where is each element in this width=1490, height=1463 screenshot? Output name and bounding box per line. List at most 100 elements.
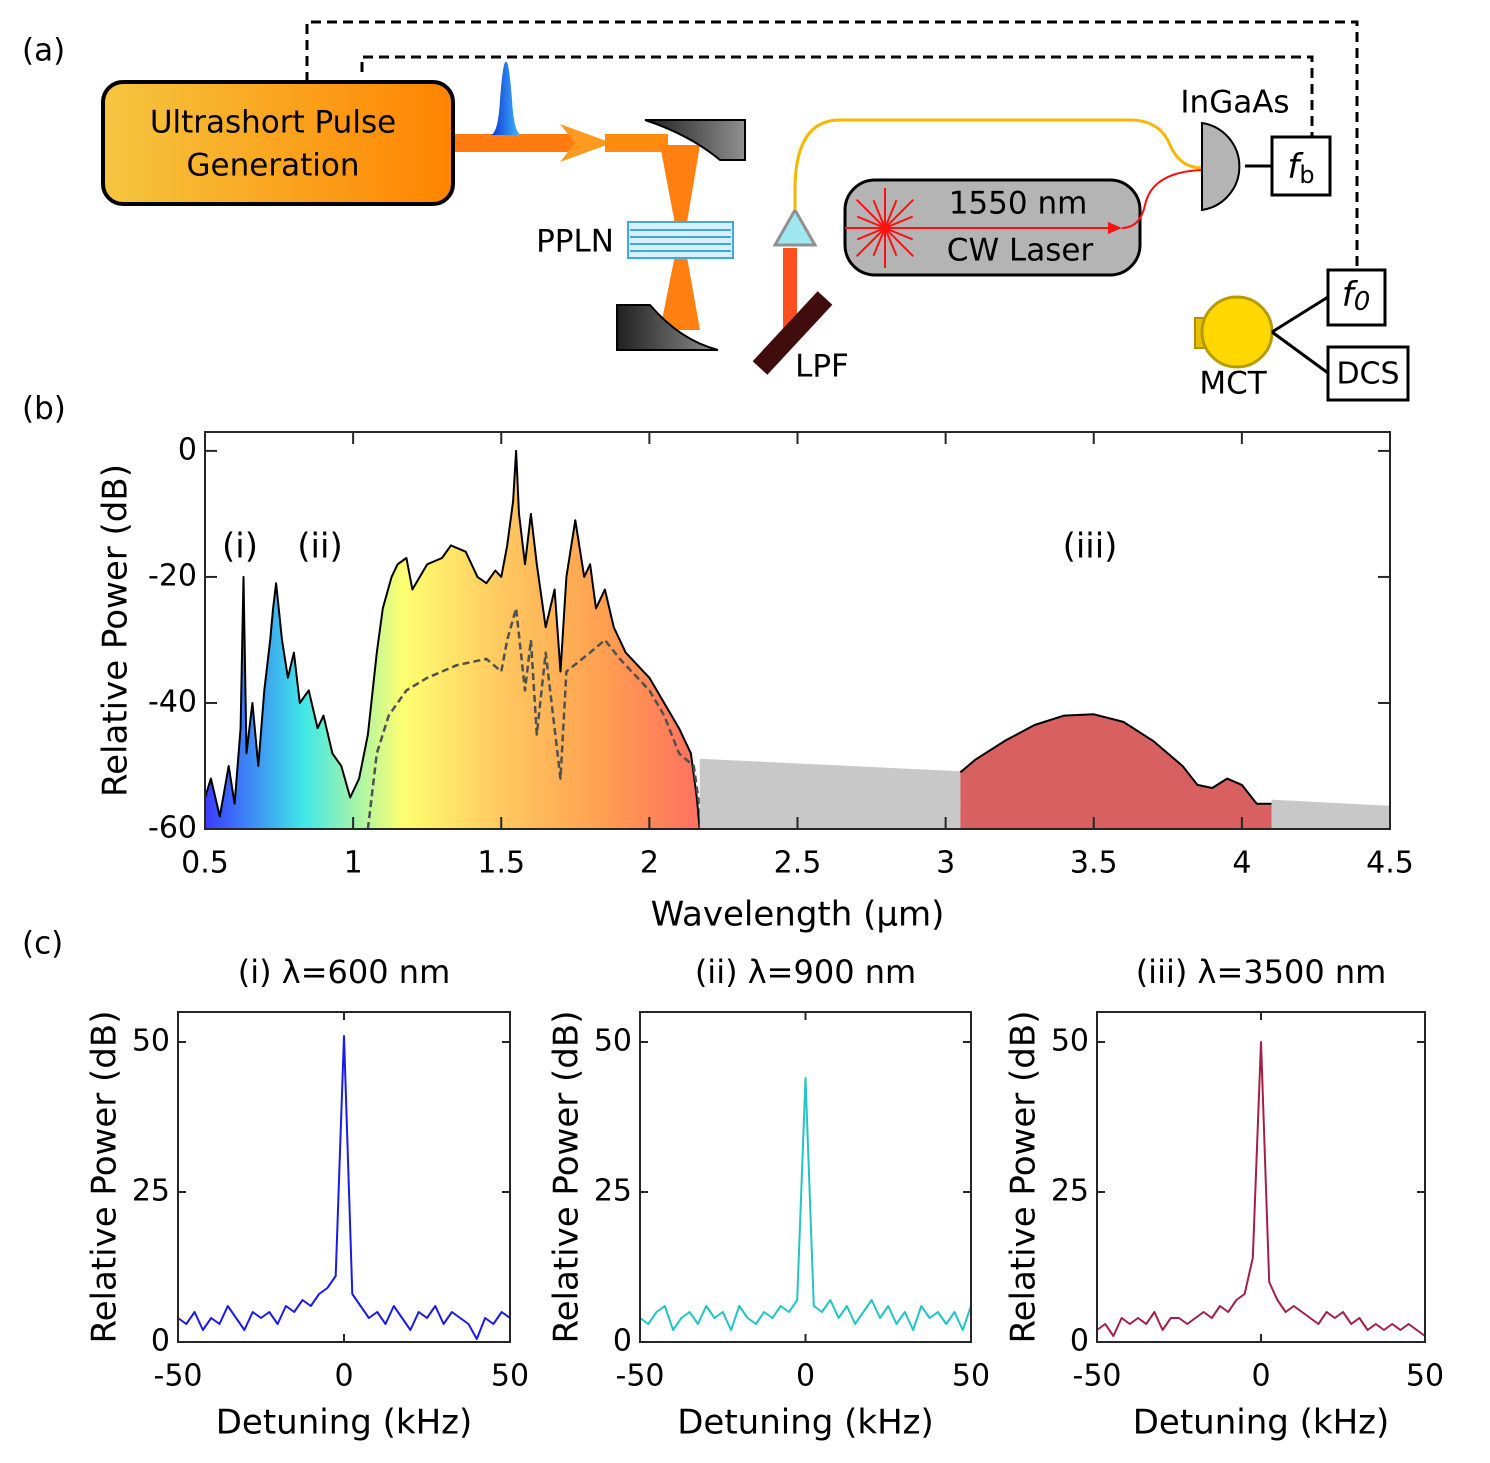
y-tick-label: -40 <box>148 684 197 719</box>
mir-detector <box>1200 295 1274 369</box>
y-axis-label: Relative Power (dB) <box>96 464 136 797</box>
offset-box <box>1326 268 1387 327</box>
area-fill <box>960 714 1272 829</box>
source-label: Generation <box>187 148 360 184</box>
filter-label: LPF <box>795 349 849 385</box>
filter <box>752 291 833 375</box>
series-line <box>204 449 701 830</box>
series-line <box>699 758 961 774</box>
crystal-poling <box>630 229 731 252</box>
feedback-line <box>305 20 1359 268</box>
source-label: Ultrashort Pulse <box>150 105 396 141</box>
y-tick-label: 50 <box>132 1024 170 1059</box>
y-axis-label: Relative Power (dB) <box>1004 1011 1044 1344</box>
beam-arrow <box>560 124 612 162</box>
x-tick-label: 0.5 <box>181 846 229 881</box>
y-tick-label: 25 <box>1051 1174 1089 1209</box>
coupler <box>772 206 818 247</box>
y-tick-label: -60 <box>148 811 197 846</box>
x-tick-label: 50 <box>491 1359 529 1394</box>
series-line <box>1096 1041 1426 1337</box>
setup-diagram: Ultrashort Pulse Generation PPLN LPF 155… <box>101 20 1410 402</box>
burst-ray <box>872 199 886 229</box>
burst-ray <box>856 199 886 229</box>
charts: 0.5 1 1.5 2 2.5 3 3.5 4 4.5 -60 -40 -20 0 Wavelength … <box>85 431 1444 1443</box>
burst-ray <box>884 227 914 241</box>
x-axis-label: Detuning (kHz) <box>1133 1403 1390 1443</box>
x-tick-label: 1.5 <box>477 846 525 881</box>
y-axis-label: Relative Power (dB) <box>547 1011 587 1344</box>
feedback-line <box>360 55 1314 137</box>
y-tick-label: 0 <box>613 1324 632 1359</box>
area-fill <box>1271 800 1390 829</box>
burst-ray <box>884 199 898 229</box>
x-tick-label: 50 <box>952 1359 990 1394</box>
y-tick-label: -20 <box>148 558 197 593</box>
burst-ray <box>856 227 886 241</box>
chart-title: (ii) λ=900 nm <box>695 953 916 991</box>
detector-label: InGaAs <box>1180 85 1289 121</box>
y-tick-label: 25 <box>594 1174 632 1209</box>
burst-ray <box>884 215 914 229</box>
offset-subscript: 0 <box>1354 287 1371 317</box>
y-tick-label: 0 <box>1070 1324 1089 1359</box>
y-tick-label: 50 <box>594 1024 632 1059</box>
crystal <box>627 221 734 259</box>
beat-box <box>1270 135 1332 197</box>
area-fill <box>699 759 961 829</box>
x-tick-label: 4.5 <box>1366 846 1414 881</box>
chart-title: (iii) λ=3500 nm <box>1136 953 1387 991</box>
y-axis-label: Relative Power (dB) <box>85 1011 125 1344</box>
annotation: (i) <box>222 527 258 567</box>
dcs-box <box>1326 345 1410 402</box>
nir-detector <box>1201 121 1241 212</box>
panel-label: (a) <box>22 33 65 69</box>
laser-label: CW Laser <box>947 233 1094 269</box>
pulse <box>490 61 522 135</box>
x-tick-label: 0 <box>334 1359 353 1394</box>
burst-ray <box>884 199 914 229</box>
series-line <box>366 607 704 830</box>
fiber <box>1121 169 1203 229</box>
x-tick-label: 2 <box>640 846 659 881</box>
y-tick-label: 25 <box>132 1174 170 1209</box>
burst-ray <box>856 227 886 257</box>
source-box <box>101 80 455 206</box>
x-tick-label: 50 <box>1406 1359 1444 1394</box>
x-tick-label: -50 <box>616 1359 665 1394</box>
fiber <box>793 118 1203 210</box>
panel-label: (b) <box>22 391 66 427</box>
connector <box>1271 295 1329 375</box>
laser-label: 1550 nm <box>949 186 1088 222</box>
x-tick-label: 1 <box>344 846 363 881</box>
series-line <box>177 1035 511 1340</box>
x-tick-label: -50 <box>154 1359 203 1394</box>
x-tick-label: 4 <box>1232 846 1251 881</box>
detector-label: MCT <box>1199 366 1267 402</box>
filter-edge <box>752 291 833 375</box>
series-line <box>1271 799 1391 808</box>
mirror <box>616 304 719 351</box>
x-tick-label: 2.5 <box>774 846 822 881</box>
laser-burst <box>845 188 925 268</box>
burst-ray <box>856 215 886 229</box>
annotation: (iii) <box>1063 527 1118 567</box>
mirror <box>644 119 746 161</box>
area-fill <box>205 450 700 829</box>
annotation: (ii) <box>297 527 342 567</box>
x-tick-label: 0 <box>1251 1359 1270 1394</box>
x-axis-label: Wavelength (μm) <box>651 895 945 935</box>
dcs-label: DCS <box>1336 357 1399 392</box>
plot-frame <box>639 1011 972 1343</box>
x-tick-label: 0 <box>796 1359 815 1394</box>
y-tick-label: 50 <box>1051 1024 1089 1059</box>
series-line <box>959 713 1272 805</box>
x-tick-label: -50 <box>1073 1359 1122 1394</box>
beat-subscript: b <box>1299 161 1314 189</box>
x-tick-label: 3.5 <box>1070 846 1118 881</box>
burst-ray <box>872 227 886 257</box>
crystal-label: PPLN <box>536 224 614 260</box>
chart-title: (i) λ=600 nm <box>238 953 450 991</box>
burst-ray <box>884 227 914 257</box>
laser-arrow-head <box>1108 222 1122 234</box>
